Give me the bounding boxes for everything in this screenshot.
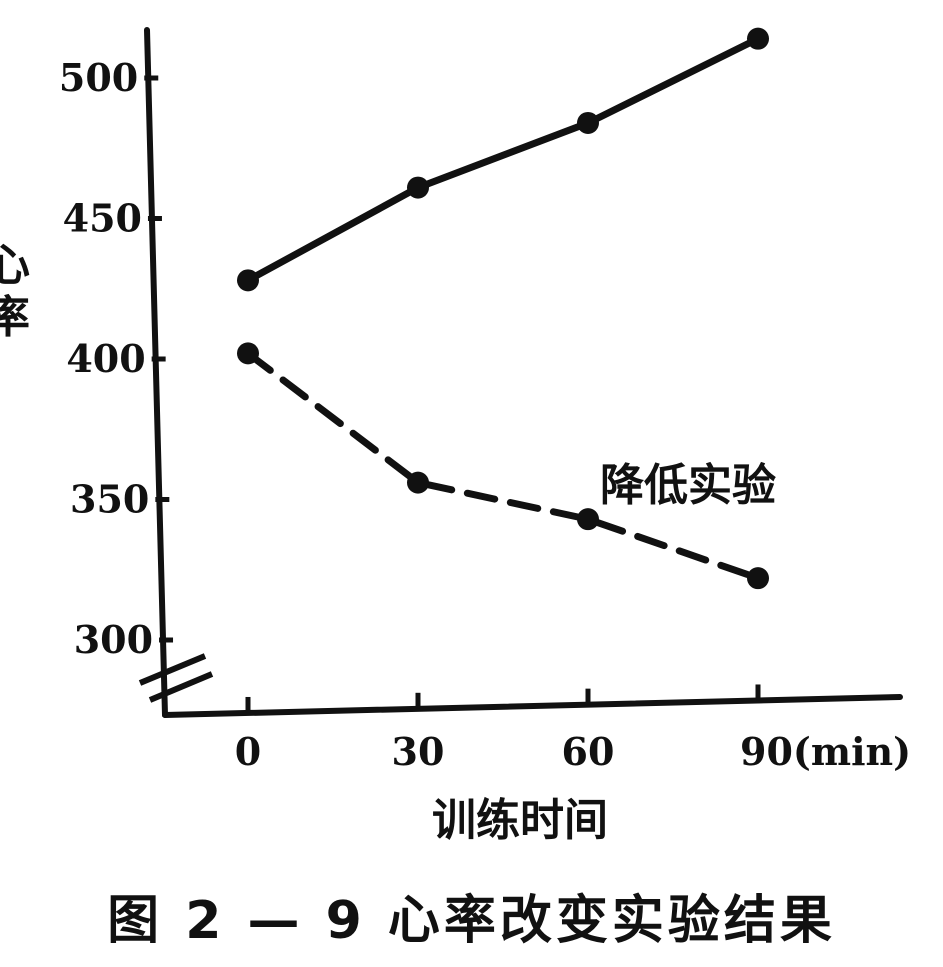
y-tick-label: 300	[74, 617, 153, 662]
axes	[138, 27, 903, 718]
series-label: 降低实验	[600, 460, 776, 511]
data-point	[747, 567, 769, 590]
data-point	[577, 508, 599, 531]
x-axis-title: 训练时间	[432, 795, 608, 846]
x-tick-label: 30	[392, 729, 445, 774]
x-tick-label: 90(min)	[740, 729, 911, 774]
figure-caption: 图 2 — 9 心率改变实验结果	[107, 891, 836, 951]
data-point	[407, 176, 429, 199]
y-tick-label: 500	[59, 55, 138, 100]
data-point	[407, 471, 429, 494]
series-layer	[237, 27, 769, 590]
y-tick-label: 400	[66, 336, 145, 381]
data-point	[237, 342, 259, 365]
x-tick-label: 60	[562, 729, 615, 774]
y-tick-label: 350	[70, 477, 149, 522]
y-tick-label: 450	[63, 196, 142, 241]
solid-series-line	[244, 35, 762, 284]
x-tick-label: 0	[235, 729, 261, 774]
dashed-series-line	[244, 349, 762, 582]
x-axis-line	[162, 694, 903, 718]
y-axis-line	[144, 27, 168, 718]
y-axis-title: 心率	[0, 240, 30, 343]
data-point	[577, 111, 599, 134]
axis-break-mark	[138, 653, 207, 686]
axis-break-mark	[148, 671, 214, 703]
data-point	[747, 27, 769, 50]
data-point	[237, 269, 259, 292]
